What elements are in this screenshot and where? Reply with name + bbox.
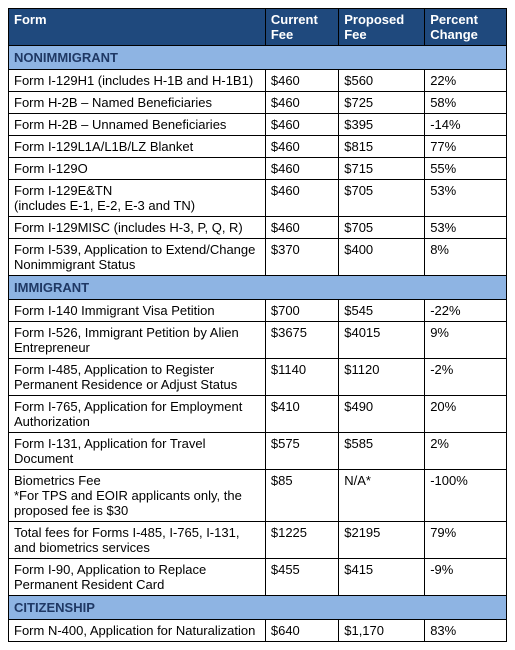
cell-form: Form H-2B – Named Beneficiaries bbox=[9, 92, 266, 114]
cell-current-fee: $3675 bbox=[265, 322, 338, 359]
section-title: IMMIGRANT bbox=[9, 276, 507, 300]
cell-percent-change: 2% bbox=[425, 433, 507, 470]
cell-current-fee: $460 bbox=[265, 70, 338, 92]
section-title: CITIZENSHIP bbox=[9, 596, 507, 620]
cell-proposed-fee: $545 bbox=[339, 300, 425, 322]
cell-percent-change: 53% bbox=[425, 217, 507, 239]
cell-form: Biometrics Fee*For TPS and EOIR applican… bbox=[9, 470, 266, 522]
cell-percent-change: 8% bbox=[425, 239, 507, 276]
table-row: Form I-485, Application to Register Perm… bbox=[9, 359, 507, 396]
table-row: Form I-140 Immigrant Visa Petition$700$5… bbox=[9, 300, 507, 322]
table-row: Form I-129E&TN(includes E-1, E-2, E-3 an… bbox=[9, 180, 507, 217]
table-row: Form I-90, Application to Replace Perman… bbox=[9, 559, 507, 596]
cell-proposed-fee: $725 bbox=[339, 92, 425, 114]
cell-percent-change: -14% bbox=[425, 114, 507, 136]
table-header: Form Current Fee Proposed Fee Percent Ch… bbox=[9, 9, 507, 46]
cell-proposed-fee: $705 bbox=[339, 180, 425, 217]
col-header-form: Form bbox=[9, 9, 266, 46]
cell-form: Form I-131, Application for Travel Docum… bbox=[9, 433, 266, 470]
section-header: NONIMMIGRANT bbox=[9, 46, 507, 70]
cell-form: Form I-526, Immigrant Petition by Alien … bbox=[9, 322, 266, 359]
cell-form: Form I-90, Application to Replace Perman… bbox=[9, 559, 266, 596]
cell-proposed-fee: $715 bbox=[339, 158, 425, 180]
cell-percent-change: 53% bbox=[425, 180, 507, 217]
cell-percent-change: 9% bbox=[425, 322, 507, 359]
cell-form: Form I-129E&TN(includes E-1, E-2, E-3 an… bbox=[9, 180, 266, 217]
table-row: Form I-526, Immigrant Petition by Alien … bbox=[9, 322, 507, 359]
table-body: NONIMMIGRANTForm I-129H1 (includes H-1B … bbox=[9, 46, 507, 642]
cell-current-fee: $640 bbox=[265, 620, 338, 642]
section-header: IMMIGRANT bbox=[9, 276, 507, 300]
table-row: Form I-539, Application to Extend/Change… bbox=[9, 239, 507, 276]
table-row: Form I-129L1A/L1B/LZ Blanket$460$81577% bbox=[9, 136, 507, 158]
table-row: Form H-2B – Named Beneficiaries$460$7255… bbox=[9, 92, 507, 114]
cell-proposed-fee: $415 bbox=[339, 559, 425, 596]
col-header-proposed: Proposed Fee bbox=[339, 9, 425, 46]
cell-proposed-fee: $1,170 bbox=[339, 620, 425, 642]
cell-percent-change: 58% bbox=[425, 92, 507, 114]
table-row: Form I-129H1 (includes H-1B and H-1B1)$4… bbox=[9, 70, 507, 92]
cell-percent-change: 83% bbox=[425, 620, 507, 642]
cell-percent-change: -100% bbox=[425, 470, 507, 522]
cell-current-fee: $1140 bbox=[265, 359, 338, 396]
cell-current-fee: $455 bbox=[265, 559, 338, 596]
cell-form: Form H-2B – Unnamed Beneficiaries bbox=[9, 114, 266, 136]
cell-current-fee: $460 bbox=[265, 180, 338, 217]
table-row: Form H-2B – Unnamed Beneficiaries$460$39… bbox=[9, 114, 507, 136]
cell-proposed-fee: $2195 bbox=[339, 522, 425, 559]
cell-current-fee: $460 bbox=[265, 92, 338, 114]
cell-form: Form I-485, Application to Register Perm… bbox=[9, 359, 266, 396]
cell-percent-change: 55% bbox=[425, 158, 507, 180]
col-header-percent: Percent Change bbox=[425, 9, 507, 46]
table-row: Form I-129O$460$71555% bbox=[9, 158, 507, 180]
cell-current-fee: $700 bbox=[265, 300, 338, 322]
cell-current-fee: $1225 bbox=[265, 522, 338, 559]
cell-form: Form I-129O bbox=[9, 158, 266, 180]
cell-proposed-fee: N/A* bbox=[339, 470, 425, 522]
cell-form: Form I-129MISC (includes H-3, P, Q, R) bbox=[9, 217, 266, 239]
cell-percent-change: 77% bbox=[425, 136, 507, 158]
cell-form: Form I-539, Application to Extend/Change… bbox=[9, 239, 266, 276]
cell-proposed-fee: $585 bbox=[339, 433, 425, 470]
cell-percent-change: 20% bbox=[425, 396, 507, 433]
table-row: Form I-129MISC (includes H-3, P, Q, R)$4… bbox=[9, 217, 507, 239]
cell-current-fee: $85 bbox=[265, 470, 338, 522]
cell-form: Form I-140 Immigrant Visa Petition bbox=[9, 300, 266, 322]
cell-proposed-fee: $815 bbox=[339, 136, 425, 158]
cell-percent-change: -22% bbox=[425, 300, 507, 322]
cell-form: Form N-400, Application for Naturalizati… bbox=[9, 620, 266, 642]
cell-form: Form I-129L1A/L1B/LZ Blanket bbox=[9, 136, 266, 158]
table-row: Form I-131, Application for Travel Docum… bbox=[9, 433, 507, 470]
cell-current-fee: $575 bbox=[265, 433, 338, 470]
table-row: Biometrics Fee*For TPS and EOIR applican… bbox=[9, 470, 507, 522]
col-header-current: Current Fee bbox=[265, 9, 338, 46]
cell-proposed-fee: $4015 bbox=[339, 322, 425, 359]
cell-proposed-fee: $395 bbox=[339, 114, 425, 136]
cell-form: Form I-765, Application for Employment A… bbox=[9, 396, 266, 433]
cell-percent-change: -2% bbox=[425, 359, 507, 396]
cell-current-fee: $460 bbox=[265, 114, 338, 136]
cell-proposed-fee: $560 bbox=[339, 70, 425, 92]
cell-proposed-fee: $1120 bbox=[339, 359, 425, 396]
cell-current-fee: $460 bbox=[265, 136, 338, 158]
section-title: NONIMMIGRANT bbox=[9, 46, 507, 70]
cell-percent-change: -9% bbox=[425, 559, 507, 596]
cell-proposed-fee: $490 bbox=[339, 396, 425, 433]
table-row: Form I-765, Application for Employment A… bbox=[9, 396, 507, 433]
cell-form: Form I-129H1 (includes H-1B and H-1B1) bbox=[9, 70, 266, 92]
cell-current-fee: $460 bbox=[265, 217, 338, 239]
cell-percent-change: 22% bbox=[425, 70, 507, 92]
table-row: Form N-400, Application for Naturalizati… bbox=[9, 620, 507, 642]
cell-current-fee: $370 bbox=[265, 239, 338, 276]
section-header: CITIZENSHIP bbox=[9, 596, 507, 620]
cell-form: Total fees for Forms I-485, I-765, I-131… bbox=[9, 522, 266, 559]
cell-percent-change: 79% bbox=[425, 522, 507, 559]
cell-current-fee: $410 bbox=[265, 396, 338, 433]
table-row: Total fees for Forms I-485, I-765, I-131… bbox=[9, 522, 507, 559]
fee-table: Form Current Fee Proposed Fee Percent Ch… bbox=[8, 8, 507, 642]
cell-current-fee: $460 bbox=[265, 158, 338, 180]
cell-proposed-fee: $705 bbox=[339, 217, 425, 239]
cell-proposed-fee: $400 bbox=[339, 239, 425, 276]
